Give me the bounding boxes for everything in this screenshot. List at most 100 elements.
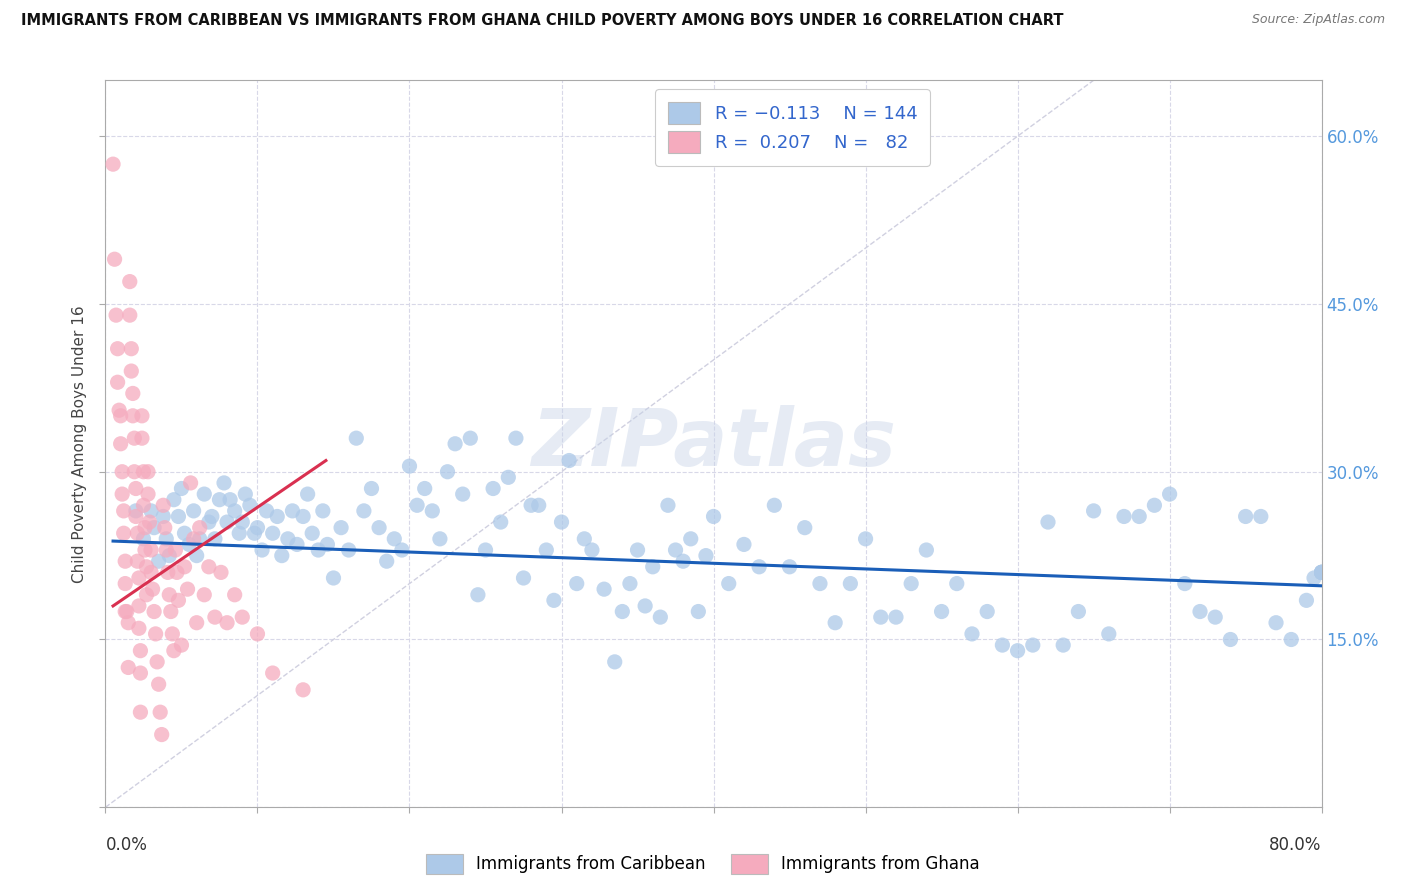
Text: ZIPatlas: ZIPatlas xyxy=(531,405,896,483)
Point xyxy=(489,515,512,529)
Point xyxy=(1174,576,1197,591)
Point xyxy=(127,554,149,568)
Legend: R = −0.113    N = 144, R =  0.207    N =   82: R = −0.113 N = 144, R = 0.207 N = 82 xyxy=(655,89,931,166)
Point xyxy=(108,403,131,417)
Point xyxy=(1128,509,1150,524)
Point xyxy=(118,275,141,289)
Point xyxy=(1250,509,1272,524)
Point xyxy=(212,475,235,490)
Point xyxy=(808,576,831,591)
Point xyxy=(146,655,169,669)
Point xyxy=(188,532,211,546)
Point xyxy=(152,509,174,524)
Point xyxy=(603,655,626,669)
Point xyxy=(733,537,755,551)
Point xyxy=(128,571,150,585)
Point xyxy=(626,543,648,558)
Point xyxy=(105,308,128,322)
Point xyxy=(1112,509,1135,524)
Point xyxy=(650,610,672,624)
Point xyxy=(1310,566,1333,580)
Point xyxy=(150,728,173,742)
Point xyxy=(458,431,481,445)
Point xyxy=(312,504,335,518)
Point xyxy=(142,582,165,597)
Point xyxy=(114,554,136,568)
Point xyxy=(593,582,616,597)
Point xyxy=(125,482,148,496)
Point xyxy=(498,470,520,484)
Point xyxy=(134,543,156,558)
Point xyxy=(132,532,155,546)
Point xyxy=(176,582,198,597)
Point xyxy=(436,465,458,479)
Point xyxy=(135,588,157,602)
Point xyxy=(406,498,429,512)
Point xyxy=(110,437,132,451)
Point xyxy=(1234,509,1257,524)
Point xyxy=(1159,487,1181,501)
Point xyxy=(112,526,135,541)
Point xyxy=(125,509,148,524)
Point xyxy=(186,615,208,630)
Point xyxy=(167,593,190,607)
Point xyxy=(292,682,315,697)
Point xyxy=(125,504,148,518)
Point xyxy=(112,504,135,518)
Point xyxy=(1143,498,1166,512)
Point xyxy=(1098,627,1121,641)
Point xyxy=(976,605,998,619)
Y-axis label: Child Poverty Among Boys Under 16: Child Poverty Among Boys Under 16 xyxy=(72,305,87,582)
Point xyxy=(262,666,284,681)
Point xyxy=(505,431,527,445)
Point xyxy=(143,605,166,619)
Point xyxy=(1007,643,1029,657)
Point xyxy=(162,627,184,641)
Point xyxy=(177,537,200,551)
Point xyxy=(163,492,186,507)
Point xyxy=(337,543,360,558)
Point xyxy=(128,599,150,613)
Point xyxy=(204,610,226,624)
Point xyxy=(884,610,907,624)
Point xyxy=(148,554,170,568)
Point xyxy=(1036,515,1059,529)
Point xyxy=(173,526,195,541)
Point xyxy=(382,532,405,546)
Point xyxy=(474,543,496,558)
Point xyxy=(482,482,505,496)
Point xyxy=(155,532,177,546)
Point xyxy=(900,576,922,591)
Point xyxy=(170,638,193,652)
Point xyxy=(945,576,967,591)
Point xyxy=(1022,638,1045,652)
Point xyxy=(117,660,139,674)
Point xyxy=(114,576,136,591)
Point xyxy=(1052,638,1074,652)
Point xyxy=(292,509,315,524)
Point xyxy=(139,543,162,558)
Point xyxy=(657,498,679,512)
Point xyxy=(128,621,150,635)
Point xyxy=(139,504,162,518)
Point xyxy=(679,532,702,546)
Point xyxy=(132,498,155,512)
Point xyxy=(266,509,288,524)
Point xyxy=(136,487,159,501)
Point xyxy=(131,431,153,445)
Point xyxy=(262,526,284,541)
Text: 80.0%: 80.0% xyxy=(1270,837,1322,855)
Point xyxy=(163,643,186,657)
Point xyxy=(641,559,664,574)
Point xyxy=(1310,566,1333,580)
Point xyxy=(148,677,170,691)
Point xyxy=(217,515,239,529)
Point xyxy=(114,605,136,619)
Point xyxy=(131,409,153,423)
Point xyxy=(1303,571,1326,585)
Point xyxy=(157,588,180,602)
Point xyxy=(170,482,193,496)
Point xyxy=(121,409,143,423)
Point xyxy=(307,543,329,558)
Point xyxy=(153,521,176,535)
